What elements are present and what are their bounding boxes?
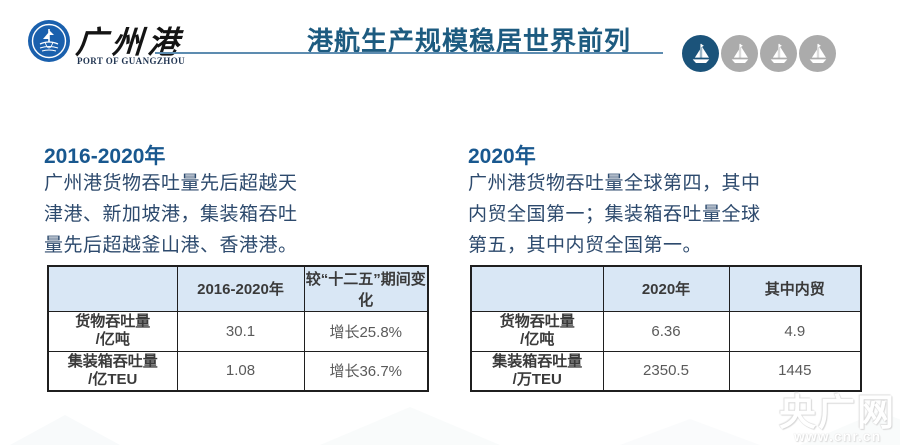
table-header-row: 2020年 其中内贸 — [470, 265, 862, 312]
table-row: 货物吞吐量 /亿吨 30.1 增长25.8% — [47, 310, 429, 352]
background-peak-decoration — [620, 419, 760, 445]
section-paragraph-2016-2020: 广州港货物吞吐量先后超越天 津港、新加坡港，集装箱吞吐 量先后超越釜山港、香港港… — [44, 173, 298, 256]
table-header-cell — [47, 265, 178, 312]
table-header-row: 2016-2020年 较“十二五”期间变化 — [47, 265, 429, 312]
sailboat-icon — [731, 43, 748, 63]
table-header-cell: 其中内贸 — [728, 265, 862, 312]
pager-dot[interactable] — [760, 35, 797, 72]
row-value: 增长36.7% — [303, 350, 429, 392]
row-label: 货物吞吐量 /亿吨 — [47, 310, 178, 352]
table-row: 集装箱吞吐量 /亿TEU 1.08 增长36.7% — [47, 350, 429, 392]
sailboat-icon — [809, 43, 826, 63]
row-label: 集装箱吞吐量 /万TEU — [470, 350, 604, 392]
row-label: 货物吞吐量 /亿吨 — [470, 310, 604, 352]
table-2016-2020: 2016-2020年 较“十二五”期间变化 货物吞吐量 /亿吨 30.1 增长2… — [47, 265, 429, 392]
pager-dot[interactable] — [799, 35, 836, 72]
table-header-cell: 2016-2020年 — [176, 265, 305, 312]
table-2020: 2020年 其中内贸 货物吞吐量 /亿吨 6.36 4.9 集装箱吞吐量 /万T… — [470, 265, 862, 392]
row-value: 2350.5 — [602, 350, 730, 392]
section-paragraph-2020: 广州港货物吞吐量全球第四，其中 内贸全国第一；集装箱吞吐量全球 第五，其中内贸全… — [468, 173, 761, 256]
title-underline — [155, 52, 663, 54]
port-of-guangzhou-emblem-icon — [28, 20, 70, 62]
section-heading-2020: 2020年 — [468, 145, 536, 168]
row-value: 1.08 — [176, 350, 305, 392]
pager-dot-active[interactable] — [682, 35, 719, 72]
background-peak-decoration — [800, 411, 900, 445]
table-header-cell: 2020年 — [602, 265, 730, 312]
section-heading-2016-2020: 2016-2020年 — [44, 145, 166, 168]
page-title: 港航生产规模稳居世界前列 — [307, 26, 632, 56]
sailboat-icon — [692, 43, 709, 63]
row-value: 增长25.8% — [303, 310, 429, 352]
background-peak-decoration — [320, 407, 500, 445]
table-row: 货物吞吐量 /亿吨 6.36 4.9 — [470, 310, 862, 352]
row-value: 30.1 — [176, 310, 305, 352]
row-value: 1445 — [728, 350, 862, 392]
row-label: 集装箱吞吐量 /亿TEU — [47, 350, 178, 392]
table-row: 集装箱吞吐量 /万TEU 2350.5 1445 — [470, 350, 862, 392]
table-header-cell — [470, 265, 604, 312]
slide-pager — [682, 35, 836, 72]
row-value: 4.9 — [728, 310, 862, 352]
sailboat-icon — [770, 43, 787, 63]
background-peak-decoration — [10, 415, 120, 445]
table-header-cell: 较“十二五”期间变化 — [303, 265, 429, 312]
logo-subtitle: PORT OF GUANGZHOU — [77, 56, 185, 66]
pager-dot[interactable] — [721, 35, 758, 72]
row-value: 6.36 — [602, 310, 730, 352]
